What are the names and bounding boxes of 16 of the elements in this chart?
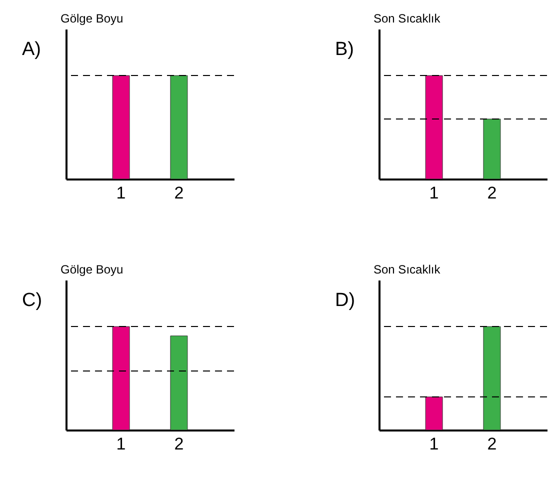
x-tick-label: 2: [174, 184, 184, 202]
x-tick-label: 1: [116, 184, 126, 202]
x-tick-label: 2: [174, 434, 184, 454]
x-tick-label: 1: [116, 434, 126, 454]
text: A): [22, 39, 41, 60]
y-axis-title: Son Sıcaklık: [374, 12, 442, 26]
x-tick-label: 2: [487, 434, 497, 454]
text: B): [335, 39, 354, 60]
text: D): [335, 290, 356, 311]
x-tick-label: 1: [429, 184, 439, 202]
y-axis-title: Gölge Boyu: [60, 262, 124, 276]
y-axis-title: Son Sıcaklık: [374, 262, 442, 276]
y-axis-title: Gölge Boyu: [60, 12, 124, 26]
x-tick-label: 2: [487, 184, 497, 202]
x-tick-label: 1: [429, 434, 439, 454]
text: C): [22, 290, 42, 311]
